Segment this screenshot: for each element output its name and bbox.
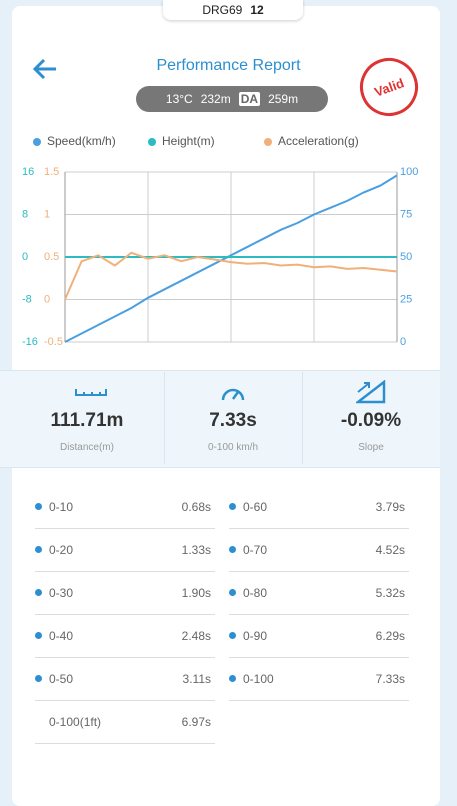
split-dot [229, 675, 236, 682]
tick-label: 0 [44, 293, 50, 305]
altitude: 232m [200, 92, 231, 106]
split-row: 0-10 0.68s [35, 486, 215, 529]
speed-icon [221, 388, 245, 401]
split-dot [35, 675, 42, 682]
stat-label: Distance(m) [60, 442, 114, 453]
tick-label: -8 [22, 293, 32, 305]
tick-label: 25 [400, 293, 412, 305]
split-dot [35, 503, 42, 510]
split-name: 0-80 [243, 586, 268, 600]
split-time: 2.48s [181, 629, 211, 643]
tick-label: 0.5 [44, 251, 59, 263]
tick-label: 0 [400, 336, 406, 348]
split-name: 0-90 [243, 629, 268, 643]
split-row: 0-90 6.29s [229, 615, 409, 658]
split-name: 0-40 [49, 629, 74, 643]
stat: 7.33s 0-100 km/h [158, 370, 308, 466]
legend-dot [33, 138, 41, 146]
split-row: 0-40 2.48s [35, 615, 215, 658]
split-dot [229, 589, 236, 596]
status-badge: DRG69 12 [163, 0, 303, 20]
split-dot [229, 546, 236, 553]
split-time: 6.97s [181, 715, 211, 729]
split-dot [229, 503, 236, 510]
chart: Speed(km/h) Height(m) Acceleration(g) -16 -8… [22, 134, 418, 348]
legend-label: Height(m) [162, 134, 215, 148]
legend-label: Acceleration(g) [278, 134, 359, 148]
legend-dot [148, 138, 156, 146]
split-time: 6.29s [375, 629, 405, 643]
distance-icon [75, 389, 107, 396]
tick-label: -16 [22, 336, 38, 348]
split-name: 0-100 [243, 672, 274, 686]
stat-label: 0-100 km/h [207, 442, 259, 453]
stat-value: 7.33s [209, 410, 257, 431]
split-row: 0-20 1.33s [35, 529, 215, 572]
device-name: DRG69 [202, 3, 243, 17]
da-label: DA [238, 92, 261, 106]
tick-label: 1.5 [44, 166, 59, 178]
split-name: 0-20 [49, 543, 74, 557]
page-title: Performance Report [156, 57, 301, 74]
divider [302, 372, 303, 464]
split-name: 0-50 [49, 672, 74, 686]
series-line [64, 174, 398, 343]
split-time: 1.33s [181, 543, 211, 557]
series-line [64, 251, 398, 300]
legend-label: Speed(km/h) [47, 134, 116, 148]
divider [164, 372, 165, 464]
split-dot [35, 589, 42, 596]
stat: 111.71m Distance(m) [12, 370, 162, 466]
stat-value: 111.71m [50, 410, 124, 431]
temperature: 13°C [165, 92, 193, 106]
split-row: 0-100 7.33s [229, 658, 409, 701]
split-row: 0-80 5.32s [229, 572, 409, 615]
tick-label: -0.5 [44, 336, 63, 348]
split-time: 3.79s [375, 500, 405, 514]
split-name: 0-100(1ft) [49, 715, 102, 729]
density-altitude: 259m [268, 92, 299, 106]
split-time: 7.33s [375, 672, 405, 686]
tick-label: 0 [22, 251, 28, 263]
stat-label: Slope [358, 442, 384, 453]
split-dot [35, 632, 42, 639]
split-row: 0-70 4.52s [229, 529, 409, 572]
split-time: 1.90s [181, 586, 211, 600]
split-name: 0-60 [243, 500, 268, 514]
split-row: 0-100(1ft) 6.97s [35, 701, 215, 744]
split-dot [229, 632, 236, 639]
split-dot [35, 546, 42, 553]
stat-value: -0.09% [340, 410, 402, 431]
split-name: 0-10 [49, 500, 74, 514]
slope-icon [356, 380, 386, 404]
tick-label: 75 [400, 208, 412, 220]
tick-label: 100 [400, 166, 418, 178]
split-name: 0-30 [49, 586, 74, 600]
satellite-count: 12 [250, 3, 264, 17]
split-row: 0-30 1.90s [35, 572, 215, 615]
split-time: 4.52s [375, 543, 405, 557]
split-time: 3.11s [182, 672, 211, 686]
legend-dot [264, 138, 272, 146]
conditions: 13°C 232m DA 259m [136, 86, 328, 112]
back-button[interactable] [30, 56, 60, 82]
stat: -0.09% Slope [296, 370, 446, 466]
split-row: 0-50 3.11s [35, 658, 215, 701]
split-time: 0.68s [181, 500, 211, 514]
split-name: 0-70 [243, 543, 268, 557]
split-time: 5.32s [375, 586, 405, 600]
tick-label: 50 [400, 251, 412, 263]
tick-label: 1 [44, 208, 50, 220]
tick-label: 8 [22, 208, 28, 220]
tick-label: 16 [22, 166, 34, 178]
split-row: 0-60 3.79s [229, 486, 409, 529]
